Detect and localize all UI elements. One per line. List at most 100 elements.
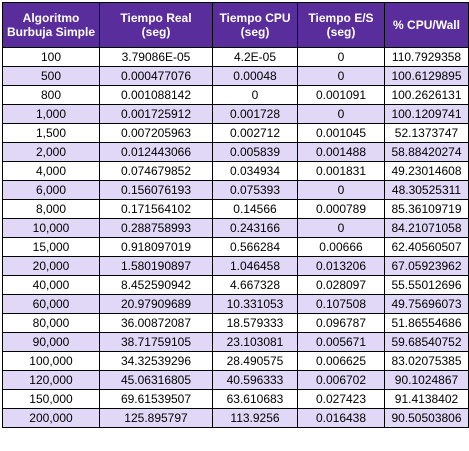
cpu-wall-cell[interactable]: 110.7929358 (385, 48, 469, 67)
tiempo-real-cell[interactable]: 20.97909689 (100, 295, 213, 314)
algoritmo-cell[interactable]: 100 (3, 48, 100, 67)
cpu-wall-cell[interactable]: 55.55012696 (385, 276, 469, 295)
cpu-wall-cell[interactable]: 100.1209741 (385, 105, 469, 124)
algoritmo-cell[interactable]: 1,500 (3, 124, 100, 143)
algoritmo-cell[interactable]: 8,000 (3, 200, 100, 219)
tiempo-real-cell[interactable]: 0.918097019 (100, 238, 213, 257)
tiempo-real-cell[interactable]: 34.32539296 (100, 352, 213, 371)
tiempo-es-cell[interactable]: 0 (298, 105, 385, 124)
cpu-wall-cell[interactable]: 100.6129895 (385, 67, 469, 86)
cpu-wall-cell[interactable]: 48.30525311 (385, 181, 469, 200)
tiempo-real-cell[interactable]: 3.79086E-05 (100, 48, 213, 67)
tiempo-cpu-cell[interactable]: 0.005839 (213, 143, 298, 162)
algoritmo-cell[interactable]: 120,000 (3, 371, 100, 390)
algoritmo-cell[interactable]: 6,000 (3, 181, 100, 200)
tiempo-real-cell[interactable]: 125.895797 (100, 409, 213, 428)
tiempo-cpu-cell[interactable]: 18.579333 (213, 314, 298, 333)
tiempo-es-cell[interactable]: 0 (298, 219, 385, 238)
tiempo-real-cell[interactable]: 38.71759105 (100, 333, 213, 352)
cpu-wall-cell[interactable]: 90.50503806 (385, 409, 469, 428)
tiempo-real-cell[interactable]: 8.452590942 (100, 276, 213, 295)
cpu-wall-cell[interactable]: 83.02075385 (385, 352, 469, 371)
cpu-wall-cell[interactable]: 49.23014608 (385, 162, 469, 181)
tiempo-es-cell[interactable]: 0.00666 (298, 238, 385, 257)
tiempo-cpu-cell[interactable]: 28.490575 (213, 352, 298, 371)
cpu-wall-cell[interactable]: 90.1024867 (385, 371, 469, 390)
tiempo-cpu-cell[interactable]: 0.001728 (213, 105, 298, 124)
tiempo-cpu-cell[interactable]: 0.00048 (213, 67, 298, 86)
tiempo-real-cell[interactable]: 45.06316805 (100, 371, 213, 390)
cpu-wall-cell[interactable]: 52.1373747 (385, 124, 469, 143)
cpu-wall-cell[interactable]: 91.4138402 (385, 390, 469, 409)
tiempo-es-cell[interactable]: 0.000789 (298, 200, 385, 219)
algoritmo-cell[interactable]: 4,000 (3, 162, 100, 181)
tiempo-real-cell[interactable]: 1.580190897 (100, 257, 213, 276)
tiempo-es-cell[interactable]: 0.001831 (298, 162, 385, 181)
cpu-wall-cell[interactable]: 85.36109719 (385, 200, 469, 219)
tiempo-es-cell[interactable]: 0.006702 (298, 371, 385, 390)
algoritmo-cell[interactable]: 2,000 (3, 143, 100, 162)
tiempo-es-cell[interactable]: 0.013206 (298, 257, 385, 276)
tiempo-es-cell[interactable]: 0 (298, 181, 385, 200)
tiempo-es-cell[interactable]: 0.005671 (298, 333, 385, 352)
tiempo-real-cell[interactable]: 0.001088142 (100, 86, 213, 105)
cpu-wall-cell[interactable]: 58.88420274 (385, 143, 469, 162)
tiempo-real-cell[interactable]: 0.001725912 (100, 105, 213, 124)
algoritmo-cell[interactable]: 800 (3, 86, 100, 105)
cpu-wall-cell[interactable]: 100.2626131 (385, 86, 469, 105)
tiempo-real-cell[interactable]: 0.171564102 (100, 200, 213, 219)
tiempo-es-cell[interactable]: 0.028097 (298, 276, 385, 295)
tiempo-es-cell[interactable]: 0.001091 (298, 86, 385, 105)
tiempo-cpu-cell[interactable]: 0.14566 (213, 200, 298, 219)
tiempo-cpu-cell[interactable]: 4.2E-05 (213, 48, 298, 67)
tiempo-real-cell[interactable]: 0.012443066 (100, 143, 213, 162)
cpu-wall-cell[interactable]: 49.75696073 (385, 295, 469, 314)
tiempo-real-cell[interactable]: 0.288758993 (100, 219, 213, 238)
algoritmo-cell[interactable]: 60,000 (3, 295, 100, 314)
tiempo-es-cell[interactable]: 0.027423 (298, 390, 385, 409)
algoritmo-cell[interactable]: 100,000 (3, 352, 100, 371)
algoritmo-cell[interactable]: 150,000 (3, 390, 100, 409)
tiempo-cpu-cell[interactable]: 10.331053 (213, 295, 298, 314)
cpu-wall-cell[interactable]: 62.40560507 (385, 238, 469, 257)
tiempo-cpu-cell[interactable]: 0.002712 (213, 124, 298, 143)
tiempo-es-cell[interactable]: 0 (298, 67, 385, 86)
tiempo-es-cell[interactable]: 0.006625 (298, 352, 385, 371)
tiempo-es-cell[interactable]: 0 (298, 48, 385, 67)
tiempo-real-cell[interactable]: 0.000477076 (100, 67, 213, 86)
tiempo-real-cell[interactable]: 36.00872087 (100, 314, 213, 333)
algoritmo-cell[interactable]: 200,000 (3, 409, 100, 428)
cpu-wall-cell[interactable]: 59.68540752 (385, 333, 469, 352)
algoritmo-cell[interactable]: 10,000 (3, 219, 100, 238)
tiempo-cpu-cell[interactable]: 113.9256 (213, 409, 298, 428)
tiempo-cpu-cell[interactable]: 0 (213, 86, 298, 105)
algoritmo-cell[interactable]: 90,000 (3, 333, 100, 352)
tiempo-cpu-cell[interactable]: 0.566284 (213, 238, 298, 257)
tiempo-es-cell[interactable]: 0.096787 (298, 314, 385, 333)
tiempo-cpu-cell[interactable]: 1.046458 (213, 257, 298, 276)
tiempo-es-cell[interactable]: 0.107508 (298, 295, 385, 314)
algoritmo-cell[interactable]: 1,000 (3, 105, 100, 124)
tiempo-cpu-cell[interactable]: 0.034934 (213, 162, 298, 181)
tiempo-cpu-cell[interactable]: 4.667328 (213, 276, 298, 295)
cpu-wall-cell[interactable]: 51.86554686 (385, 314, 469, 333)
tiempo-cpu-cell[interactable]: 0.243166 (213, 219, 298, 238)
algoritmo-cell[interactable]: 15,000 (3, 238, 100, 257)
algoritmo-cell[interactable]: 500 (3, 67, 100, 86)
tiempo-cpu-cell[interactable]: 40.596333 (213, 371, 298, 390)
tiempo-real-cell[interactable]: 69.61539507 (100, 390, 213, 409)
cpu-wall-cell[interactable]: 84.21071058 (385, 219, 469, 238)
tiempo-es-cell[interactable]: 0.001488 (298, 143, 385, 162)
tiempo-es-cell[interactable]: 0.016438 (298, 409, 385, 428)
tiempo-es-cell[interactable]: 0.001045 (298, 124, 385, 143)
tiempo-real-cell[interactable]: 0.007205963 (100, 124, 213, 143)
tiempo-real-cell[interactable]: 0.156076193 (100, 181, 213, 200)
algoritmo-cell[interactable]: 80,000 (3, 314, 100, 333)
algoritmo-cell[interactable]: 40,000 (3, 276, 100, 295)
cpu-wall-cell[interactable]: 67.05923962 (385, 257, 469, 276)
tiempo-cpu-cell[interactable]: 0.075393 (213, 181, 298, 200)
tiempo-cpu-cell[interactable]: 23.103081 (213, 333, 298, 352)
algoritmo-cell[interactable]: 20,000 (3, 257, 100, 276)
tiempo-cpu-cell[interactable]: 63.610683 (213, 390, 298, 409)
tiempo-real-cell[interactable]: 0.074679852 (100, 162, 213, 181)
